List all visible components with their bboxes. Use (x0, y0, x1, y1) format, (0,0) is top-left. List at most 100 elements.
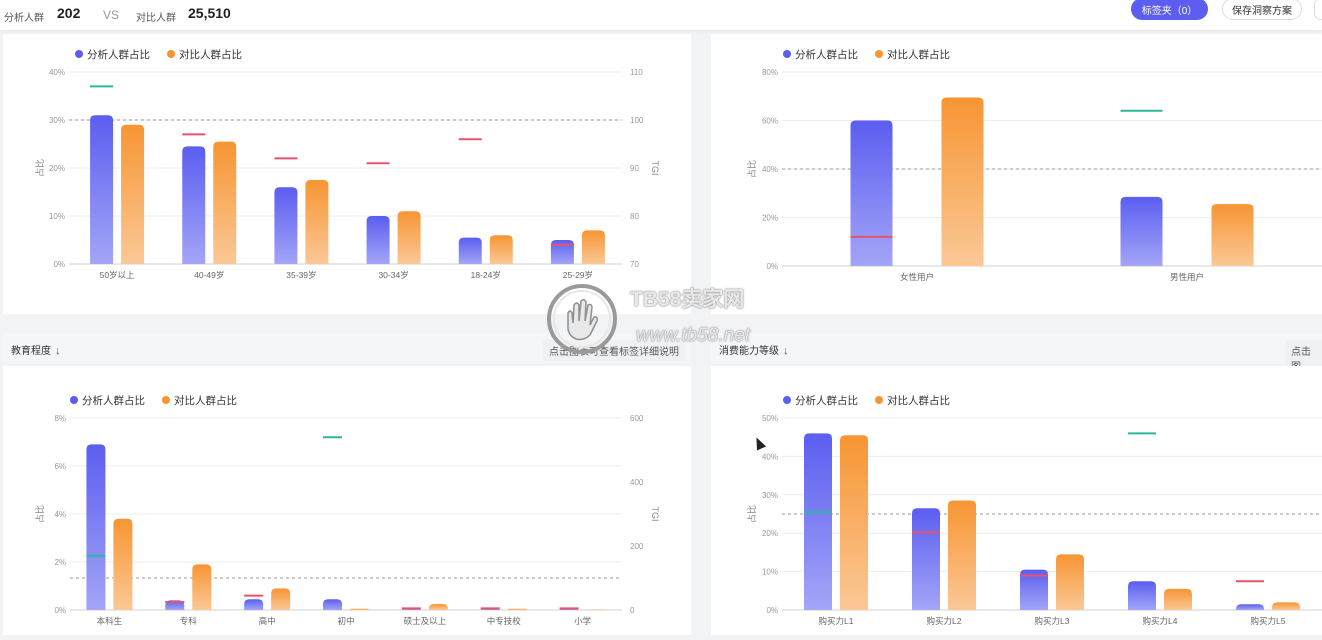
x-tick-label: 购买力L4 (1143, 616, 1178, 626)
y-axis-label: 占比 (34, 505, 45, 523)
y-tick-label: 40% (762, 452, 778, 461)
legend-marker (70, 396, 78, 404)
bar-compare (305, 180, 328, 264)
y-tick-label: 80% (762, 68, 778, 77)
y-tick-label: 20% (762, 529, 778, 538)
compare-count: 25,510 (188, 5, 231, 21)
x-tick-label: 专科 (180, 616, 198, 626)
bar-analysis (323, 599, 342, 610)
bar-compare (429, 604, 448, 610)
bar-compare (1272, 602, 1300, 610)
y-tick-label: 10% (49, 212, 65, 221)
bar-compare (840, 435, 868, 610)
y-tick-label: 30% (762, 491, 778, 500)
save-insight-button[interactable]: 保存洞察方案 (1222, 0, 1302, 20)
bar-compare (271, 588, 290, 610)
y2-tick-label: 110 (630, 68, 643, 77)
bar-analysis (851, 121, 893, 267)
y-tick-label: 0% (766, 262, 778, 271)
legend-marker (875, 50, 883, 58)
legend-marker (783, 396, 791, 404)
watermark-url: www.tb58.net (636, 325, 750, 347)
legend-marker (75, 50, 83, 58)
legend-label: 对比人群占比 (887, 48, 950, 61)
bar-compare (508, 609, 527, 610)
x-tick-label: 35-39岁 (286, 270, 316, 280)
y-tick-label: 40% (49, 68, 65, 77)
legend-label: 分析人群占比 (87, 48, 150, 61)
x-tick-label: 本科生 (97, 616, 123, 626)
x-tick-label: 50岁以上 (100, 270, 135, 280)
x-tick-label: 25-29岁 (563, 270, 593, 280)
bar-analysis (1236, 604, 1264, 610)
legend-label: 分析人群占比 (795, 48, 858, 61)
consumption-section-bar: 消费能力等级↓ 点击图 (711, 333, 1322, 363)
legend-label: 分析人群占比 (795, 394, 858, 407)
x-tick-label: 男性用户 (1170, 272, 1204, 282)
analysis-label: 分析人群 (4, 9, 44, 24)
sort-down-icon[interactable]: ↓ (55, 345, 61, 357)
y2-tick-label: 90 (630, 164, 639, 173)
y2-tick-label: 0 (630, 606, 635, 615)
bar-analysis (182, 146, 205, 264)
bar-compare (192, 564, 211, 610)
y-tick-label: 30% (49, 116, 65, 125)
watermark-title: TB58卖家网 (630, 283, 744, 313)
y-axis-label: 占比 (746, 160, 757, 178)
bar-analysis (551, 240, 574, 264)
gender-chart[interactable]: 分析人群占比对比人群占比0%20%40%60%80%占比女性用户男性用户 (711, 34, 1322, 314)
watermark: TB58卖家网 www.tb58.net (546, 283, 786, 355)
legend-marker (167, 50, 175, 58)
bar-compare (948, 501, 976, 610)
bar-compare (1212, 204, 1254, 266)
y-tick-label: 0% (54, 606, 66, 615)
y-tick-label: 50% (762, 414, 778, 423)
bar-compare (1164, 589, 1192, 610)
y2-tick-label: 200 (630, 542, 644, 551)
y-axis-label: 占比 (746, 505, 757, 523)
y-tick-label: 2% (54, 558, 66, 567)
y2-tick-label: 400 (630, 478, 644, 487)
y2-tick-label: 80 (630, 212, 639, 221)
tag-folder-button[interactable]: 标签夹（0） (1131, 0, 1208, 20)
more-button[interactable] (1314, 0, 1322, 20)
x-tick-label: 购买力L1 (819, 616, 854, 626)
legend-marker (875, 396, 883, 404)
y2-tick-label: 70 (630, 260, 639, 269)
hand-logo-icon (546, 283, 620, 355)
bar-compare (121, 125, 144, 264)
legend-marker (162, 396, 170, 404)
bar-analysis (459, 238, 482, 264)
bar-compare (490, 235, 513, 264)
y-tick-label: 0% (53, 260, 65, 269)
bar-compare (582, 230, 605, 264)
y2-tick-label: 600 (630, 414, 644, 423)
bar-analysis (367, 216, 390, 264)
education-title[interactable]: 教育程度↓ (11, 342, 61, 357)
x-tick-label: 中专技校 (487, 616, 522, 626)
bar-compare (113, 519, 132, 610)
bar-analysis (90, 115, 113, 264)
age-chart[interactable]: 分析人群占比对比人群占比0%10%20%30%40%占比708090100110… (3, 34, 691, 314)
y-axis-label: 占比 (34, 159, 45, 177)
bar-analysis (1128, 581, 1156, 610)
legend-label: 对比人群占比 (179, 48, 242, 61)
x-tick-label: 硕士及以上 (404, 616, 447, 626)
bar-compare (1056, 554, 1084, 610)
y-tick-label: 4% (54, 510, 66, 519)
y-tick-label: 20% (762, 214, 778, 223)
x-tick-label: 女性用户 (900, 272, 934, 282)
analysis-count: 202 (57, 5, 80, 21)
vs-label: VS (103, 8, 119, 22)
bar-analysis (804, 433, 832, 610)
y-tick-label: 40% (762, 165, 778, 174)
x-tick-label: 小学 (574, 616, 592, 626)
x-tick-label: 购买力L2 (927, 616, 962, 626)
bar-compare (398, 211, 421, 264)
education-chart[interactable]: 分析人群占比对比人群占比0%2%4%6%8%占比0200400600TGI本科生… (3, 366, 691, 635)
x-tick-label: 购买力L3 (1035, 616, 1070, 626)
